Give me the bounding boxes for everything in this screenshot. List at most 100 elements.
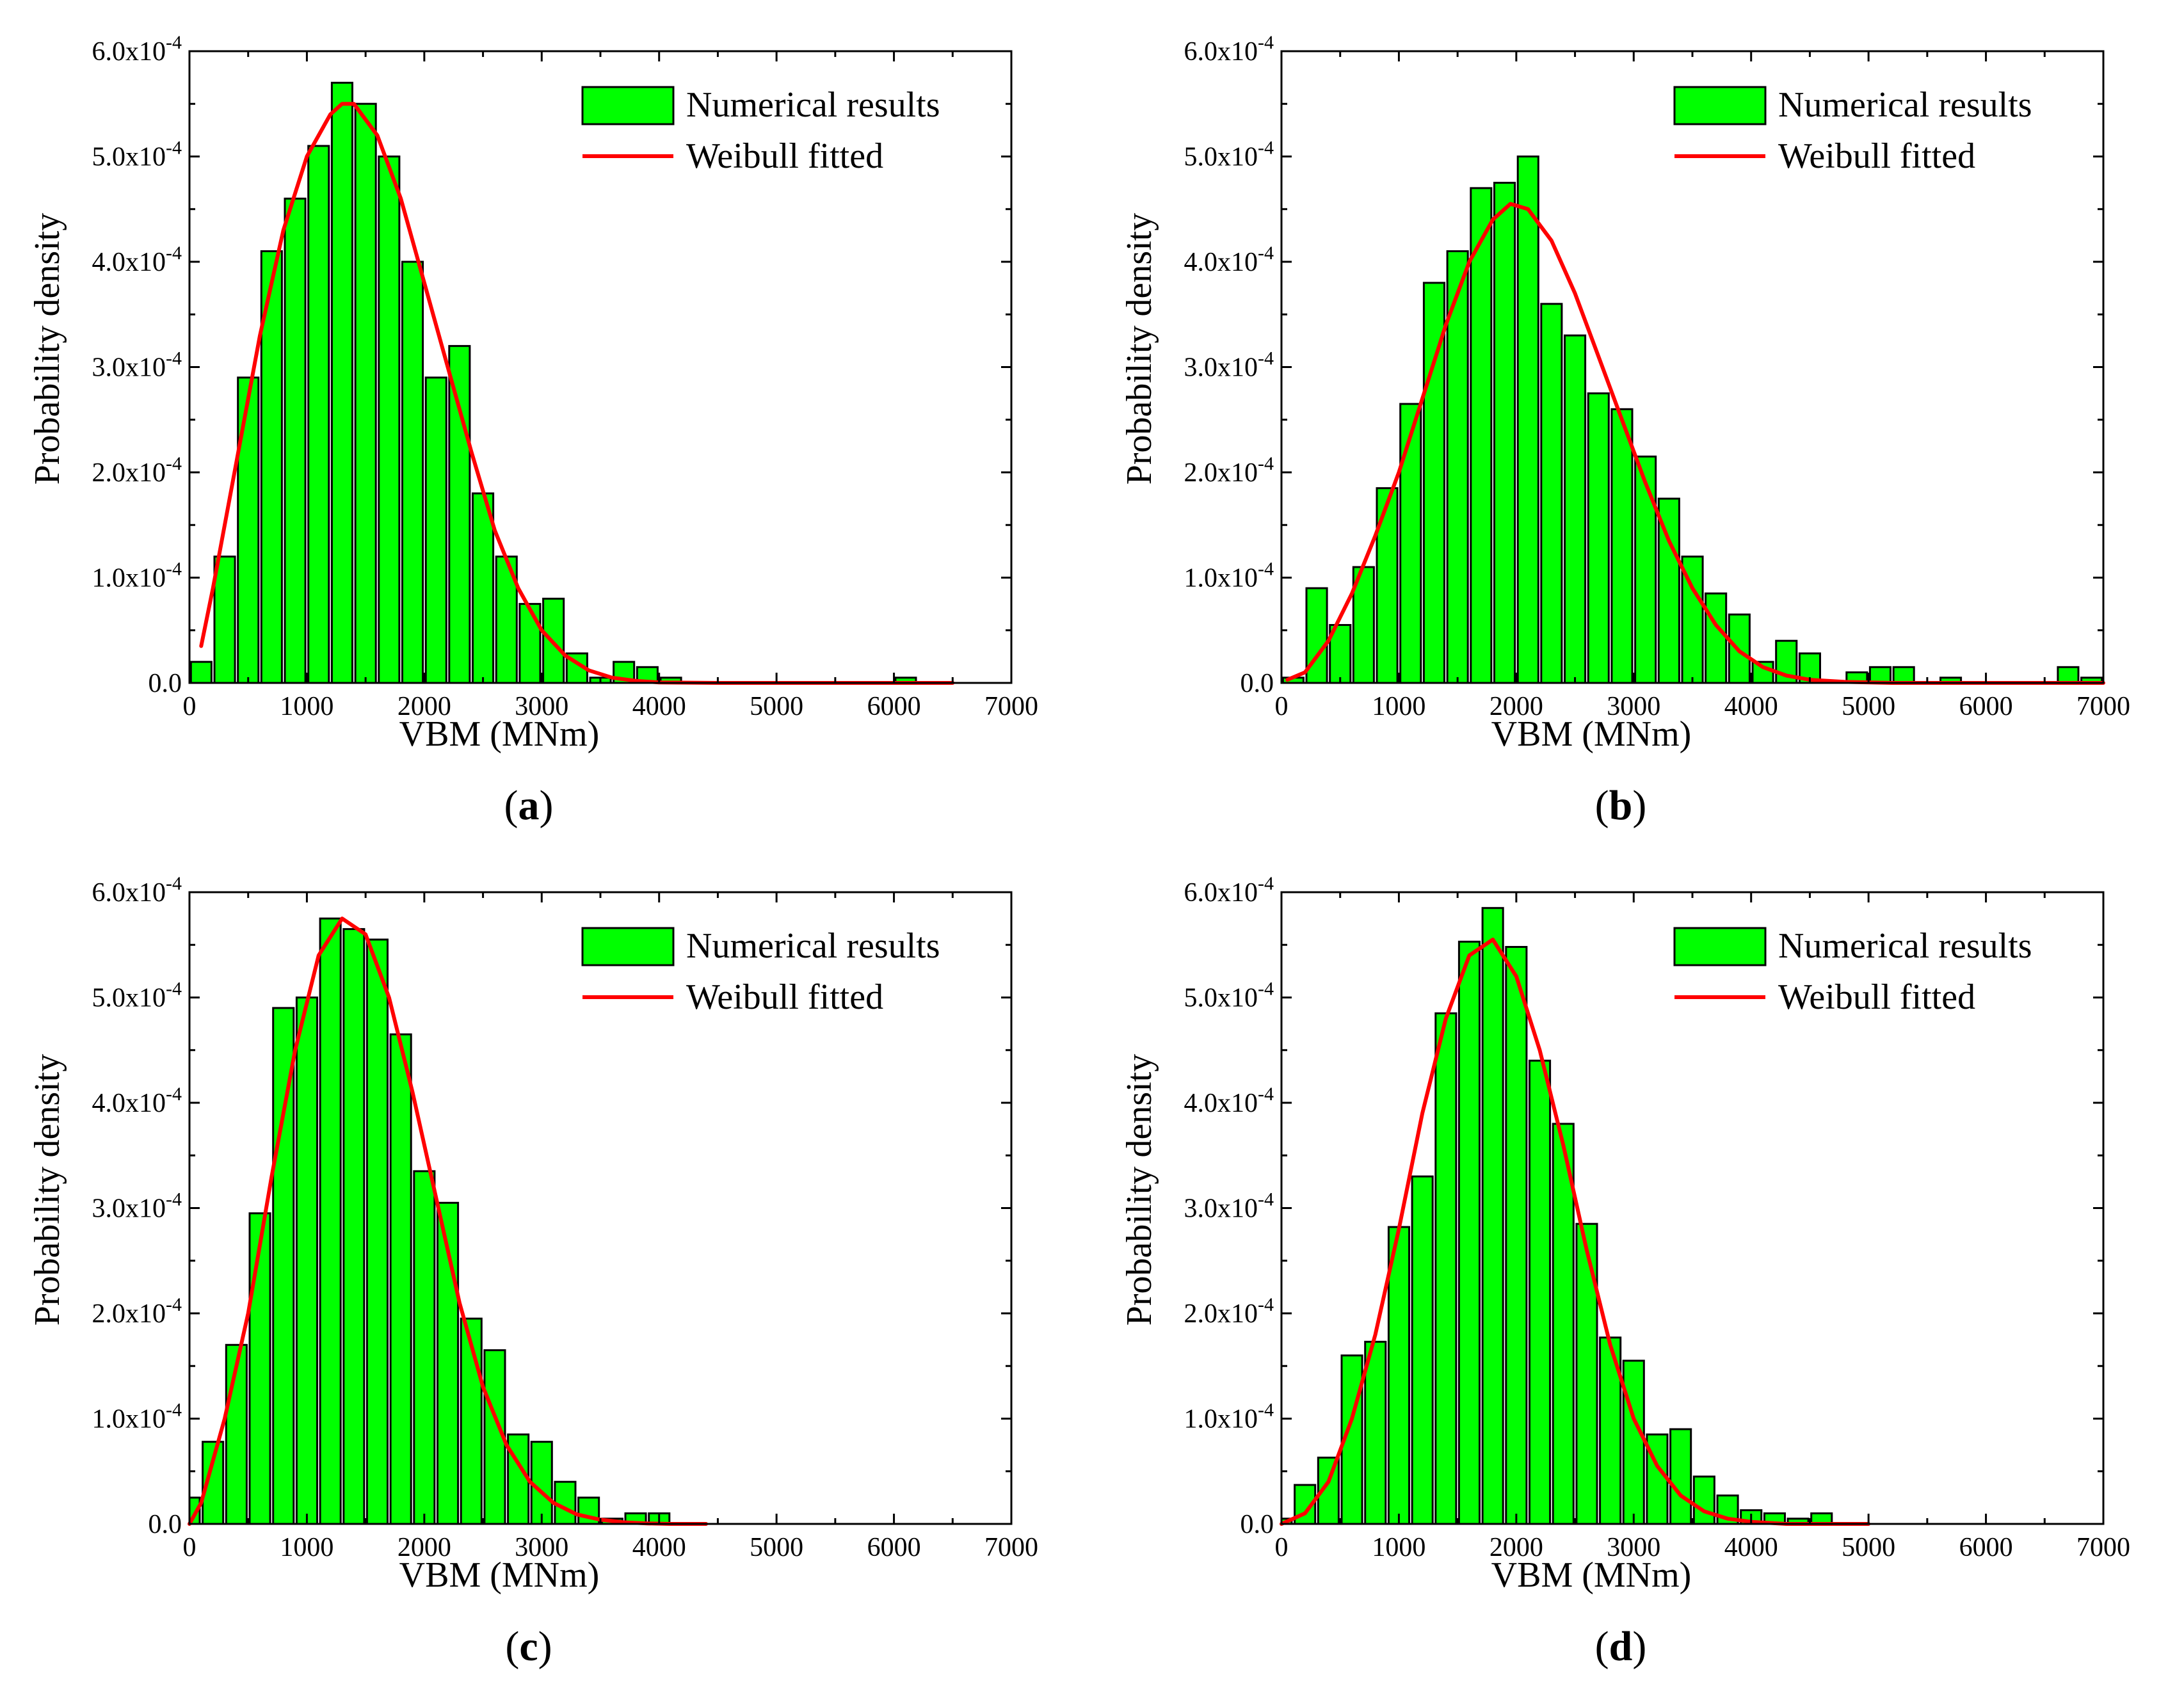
x-tick-label: 1000 [280,692,333,721]
chart-svg-b: 0 1000 2000 3000 4000 5000 6000 7000 0.0 1.0x10-4… [1120,32,2130,829]
y-tick-label: 5.0x10-4 [1184,138,1274,172]
legend-label-fit: Weibull fitted [1778,136,1975,176]
chart-panel-d: 0 1000 2000 3000 4000 5000 6000 7000 0.0 1.0x10-4… [1092,841,2184,1682]
legend-label-bars: Numerical results [1778,926,2032,966]
histogram-bar [1669,1428,1692,1525]
histogram-bar [518,603,542,684]
panel-label: (c) [505,1623,552,1670]
x-tick-label: 4000 [632,692,686,721]
y-tick-label: 0.0 [149,1510,182,1539]
x-tick-label: 0 [183,692,197,721]
x-tick-label: 6000 [1959,1533,2013,1562]
histogram-bar [248,1212,271,1525]
histogram-bar [1505,946,1528,1525]
x-tick-label: 0 [1275,692,1289,721]
histogram-bar [1387,1226,1410,1525]
chart-panel-c: 0 1000 2000 3000 4000 5000 6000 7000 0.0 1.0x10-4… [0,841,1092,1682]
panel-label: (d) [1595,1623,1647,1670]
y-tick-label: 5.0x10-4 [92,138,182,172]
legend-swatch-bars [1673,86,1767,125]
x-tick-label: 3000 [515,1533,568,1562]
legend-label-bars: Numerical results [1778,85,2032,125]
histogram-bar [1364,1340,1387,1525]
x-tick-label: 3000 [515,692,568,721]
legend-label-bars: Numerical results [686,85,940,125]
weibull-fit-line [188,917,709,1526]
x-tick-label: 2000 [1489,1533,1543,1562]
histogram-bar [319,917,342,1525]
panel-label: (a) [504,782,554,829]
histogram-bar [330,81,354,684]
histogram-bar [472,492,495,684]
histogram-bar [507,1433,530,1525]
y-tick-label: 0.0 [1241,669,1274,698]
histogram-bar [413,1170,436,1525]
weibull-fit-line [1285,202,2105,685]
legend-swatch-bars [581,86,675,125]
y-tick-label: 6.0x10-4 [1184,873,1274,908]
histogram-bar [1622,1359,1645,1525]
histogram-bar [1399,403,1422,684]
x-tick-label: 5000 [1842,1533,1895,1562]
y-tick-label: 1.0x10-4 [92,559,182,593]
panel-label-letter: b [1609,782,1633,829]
histogram-bar [1457,940,1481,1525]
x-tick-label: 4000 [1724,1533,1778,1562]
x-axis-label: VBM (MNm) [399,714,600,754]
y-tick-label: 4.0x10-4 [92,243,182,277]
legend-label-fit: Weibull fitted [686,136,883,176]
histogram-bar [1470,187,1493,684]
y-tick-label: 0.0 [1241,1510,1274,1539]
x-tick-label: 6000 [867,692,921,721]
panel-label-letter: a [518,782,540,829]
histogram-bar [389,1033,412,1525]
y-tick-label: 1.0x10-4 [1184,559,1274,593]
y-tick-label: 2.0x10-4 [1184,453,1274,488]
chart-panel-b: 0 1000 2000 3000 4000 5000 6000 7000 0.0 1.0x10-4… [1092,0,2184,841]
histogram-bar [354,102,377,684]
x-axis-label: VBM (MNm) [1491,1555,1692,1595]
histogram-bar [1868,666,1892,684]
weibull-fit-line [1280,938,1871,1526]
y-tick-label: 2.0x10-4 [92,1294,182,1329]
x-tick-label: 3000 [1607,692,1660,721]
histogram-bar [1434,1012,1457,1525]
histogram-bar [401,260,424,684]
histogram-bar [448,345,471,684]
panel-label: (b) [1595,782,1647,829]
y-tick-label: 4.0x10-4 [1184,243,1274,277]
y-tick-label: 4.0x10-4 [1184,1084,1274,1118]
histogram-bar [1540,303,1563,684]
x-tick-label: 4000 [1724,692,1778,721]
histogram-bar [213,556,236,684]
x-tick-label: 1000 [1372,692,1425,721]
legend-label-fit: Weibull fitted [686,977,883,1017]
histogram-bar [272,1007,295,1525]
histogram-bar [1610,408,1634,684]
y-tick-label: 3.0x10-4 [92,348,182,383]
histogram-bar [1587,392,1610,684]
histogram-bar [1692,1475,1715,1525]
histogram-bar [1564,334,1587,684]
chart-panel-a: 0 1000 2000 3000 4000 5000 6000 7000 0.0 1.0x10-4… [0,0,1092,841]
x-tick-label: 2000 [397,1533,451,1562]
histogram-bar [307,145,330,684]
legend-swatch-bars [581,927,675,966]
histogram-bar [365,938,389,1525]
x-tick-label: 5000 [1842,692,1895,721]
histogram-bar [378,156,401,684]
x-tick-label: 2000 [1489,692,1543,721]
histogram-bar [530,1441,553,1525]
x-axis-label: VBM (MNm) [399,1555,600,1595]
y-tick-label: 2.0x10-4 [92,453,182,488]
histogram-bar [1657,497,1680,684]
x-tick-label: 6000 [867,1533,921,1562]
y-axis-label: Probability density [28,213,67,485]
x-tick-label: 7000 [984,692,1038,721]
y-axis-label: Probability density [28,1054,67,1326]
y-tick-label: 2.0x10-4 [1184,1294,1274,1329]
histogram-bar [1481,907,1504,1525]
histogram-bar [554,1480,577,1525]
histogram-bar [284,197,307,684]
histogram-bar [1376,487,1399,684]
